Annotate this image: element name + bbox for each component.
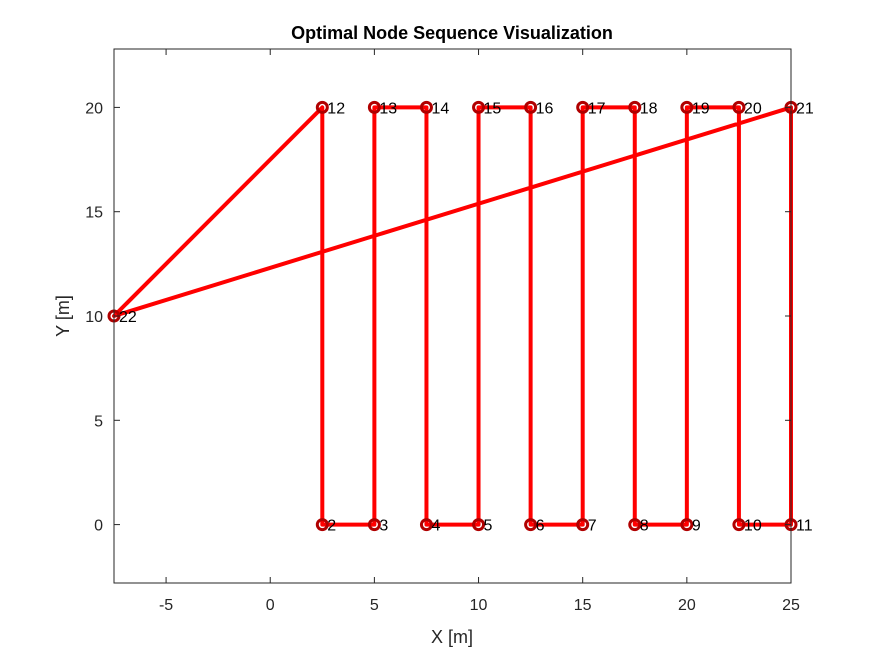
x-tick-label: 20	[678, 597, 696, 614]
plot-area	[114, 49, 791, 583]
node-marker-14	[419, 100, 433, 114]
y-tick-label: 10	[85, 309, 103, 326]
node-label-20: 20	[744, 100, 762, 117]
node-marker-2	[315, 518, 329, 532]
x-tick-label: -5	[159, 597, 173, 614]
node-label-19: 19	[692, 100, 710, 117]
node-label-7: 7	[588, 518, 597, 535]
node-marker-7	[576, 518, 590, 532]
node-label-13: 13	[379, 100, 397, 117]
node-marker-4	[419, 518, 433, 532]
node-label-11: 11	[796, 518, 813, 535]
y-tick-label: 15	[85, 205, 103, 222]
node-label-5: 5	[484, 518, 493, 535]
node-label-12: 12	[327, 100, 345, 117]
x-tick-label: 10	[470, 597, 488, 614]
node-marker-12	[315, 100, 329, 114]
node-marker-20	[732, 100, 746, 114]
node-label-4: 4	[431, 518, 440, 535]
node-label-16: 16	[536, 100, 554, 117]
node-marker-16	[524, 100, 538, 114]
node-marker-15	[472, 100, 486, 114]
marker-layer	[107, 100, 798, 532]
node-marker-17	[576, 100, 590, 114]
node-label-3: 3	[379, 518, 388, 535]
node-label-14: 14	[431, 100, 449, 117]
x-axis: -5 0 5 10 15 20 25	[159, 49, 800, 614]
node-label-21: 21	[796, 100, 814, 117]
node-label-10: 10	[744, 518, 762, 535]
node-marker-3	[367, 518, 381, 532]
node-marker-5	[472, 518, 486, 532]
y-axis-label: Y [m]	[53, 295, 73, 337]
node-label-8: 8	[640, 518, 649, 535]
route-line	[112, 105, 793, 527]
node-label-17: 17	[588, 100, 606, 117]
x-tick-label: 25	[782, 597, 800, 614]
chart-title: Optimal Node Sequence Visualization	[291, 23, 613, 43]
node-label-15: 15	[484, 100, 502, 117]
node-marker-19	[680, 100, 694, 114]
node-marker-9	[680, 518, 694, 532]
node-marker-13	[367, 100, 381, 114]
node-marker-8	[628, 518, 642, 532]
node-label-9: 9	[692, 518, 701, 535]
node-label-6: 6	[536, 518, 545, 535]
node-marker-6	[524, 518, 538, 532]
x-tick-label: 5	[370, 597, 379, 614]
y-tick-label: 5	[94, 413, 103, 430]
y-tick-label: 20	[85, 100, 103, 117]
node-marker-10	[732, 518, 746, 532]
node-label-2: 2	[327, 518, 336, 535]
x-tick-label: 0	[266, 597, 275, 614]
y-tick-label: 0	[94, 518, 103, 535]
path-layer	[112, 105, 793, 527]
node-label-22: 22	[119, 309, 137, 326]
node-label-layer: 2 3 4 5 6 7 8 9 10 11 12 13 14 15 16 17 18 19 20 21 22	[119, 100, 814, 534]
node-label-18: 18	[640, 100, 658, 117]
y-axis: 0 5 10 15 20	[85, 100, 791, 535]
x-axis-label: X [m]	[431, 627, 473, 647]
x-tick-label: 15	[574, 597, 592, 614]
node-marker-18	[628, 100, 642, 114]
